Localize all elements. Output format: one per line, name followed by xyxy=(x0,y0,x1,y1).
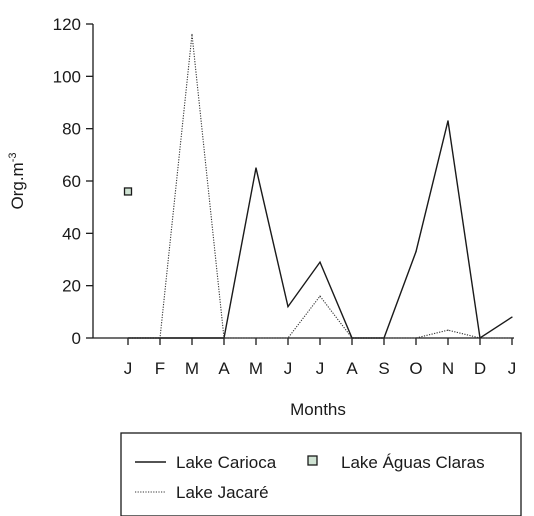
data-point-lake-jacare xyxy=(479,337,481,339)
x-tick-label: D xyxy=(474,359,486,378)
x-tick-label: J xyxy=(508,359,517,378)
legend-item-lake-carioca: Lake Carioca xyxy=(135,453,277,472)
data-point-lake-jacare xyxy=(319,295,321,297)
legend-label-lake-carioca: Lake Carioca xyxy=(176,453,277,472)
data-point-lake-carioca xyxy=(255,167,257,169)
data-point-lake-jacare xyxy=(511,337,513,339)
y-axis-title: Org.m-3 xyxy=(7,152,27,209)
data-point-lake-jacare xyxy=(287,337,289,339)
y-tick-label: 80 xyxy=(62,120,81,139)
y-tick-label: 40 xyxy=(62,224,81,243)
data-point-lake-jacare xyxy=(415,337,417,339)
y-axis: 0 20 40 60 80 100 120 xyxy=(53,15,94,348)
data-point-lake-carioca xyxy=(447,120,449,122)
legend-label-lake-aguas-claras: Lake Águas Claras xyxy=(341,453,485,472)
data-point-lake-carioca xyxy=(319,261,321,263)
data-point-lake-jacare xyxy=(383,337,385,339)
data-point-lake-carioca xyxy=(415,251,417,253)
data-point-lake-jacare xyxy=(351,337,353,339)
y-tick-label: 100 xyxy=(53,67,81,86)
y-axis-title-superscript: -3 xyxy=(7,152,19,162)
series-line-lake-jacare xyxy=(128,34,512,339)
legend-item-lake-aguas-claras: Lake Águas Claras xyxy=(307,453,485,472)
y-ticks: 0 20 40 60 80 100 120 xyxy=(53,15,93,348)
x-tick-label: F xyxy=(155,359,165,378)
x-tick-label: J xyxy=(124,359,133,378)
legend-label-lake-jacare: Lake Jacaré xyxy=(176,483,269,502)
x-tick-label: J xyxy=(284,359,293,378)
data-point-lake-jacare xyxy=(255,337,257,339)
legend-item-lake-jacare: Lake Jacaré xyxy=(135,483,269,502)
data-point-lake-carioca xyxy=(511,316,513,318)
x-tick-label: J xyxy=(316,359,325,378)
x-tick-label: A xyxy=(218,359,230,378)
series-line-lake-carioca xyxy=(128,120,513,340)
data-point-lake-jacare xyxy=(159,337,161,339)
x-tick-label: O xyxy=(409,359,422,378)
y-tick-label: 20 xyxy=(62,277,81,296)
x-tick-label: N xyxy=(442,359,454,378)
data-point-lake-carioca xyxy=(191,337,193,339)
x-axis-title: Months xyxy=(290,400,346,419)
x-tick-label: M xyxy=(185,359,199,378)
plot-area xyxy=(123,33,513,340)
data-point-lake-jacare xyxy=(447,329,449,331)
data-point-lake-aguas-claras xyxy=(123,187,133,196)
data-point-lake-jacare xyxy=(191,33,193,36)
data-point-lake-carioca xyxy=(287,306,289,308)
x-tick-label: S xyxy=(378,359,389,378)
y-tick-label: 60 xyxy=(62,172,81,191)
legend: Lake Carioca Lake Águas Claras Lake Jaca… xyxy=(120,432,522,516)
y-tick-label: 120 xyxy=(53,15,81,34)
x-tick-label: M xyxy=(249,359,263,378)
legend-swatch-lake-aguas-claras xyxy=(307,455,318,466)
data-point-lake-jacare xyxy=(223,337,225,339)
y-tick-label: 0 xyxy=(72,329,81,348)
y-axis-title-main: Org.m xyxy=(8,162,27,209)
x-tick-label: A xyxy=(346,359,358,378)
legend-box xyxy=(120,432,522,516)
data-point-lake-jacare xyxy=(127,337,129,339)
